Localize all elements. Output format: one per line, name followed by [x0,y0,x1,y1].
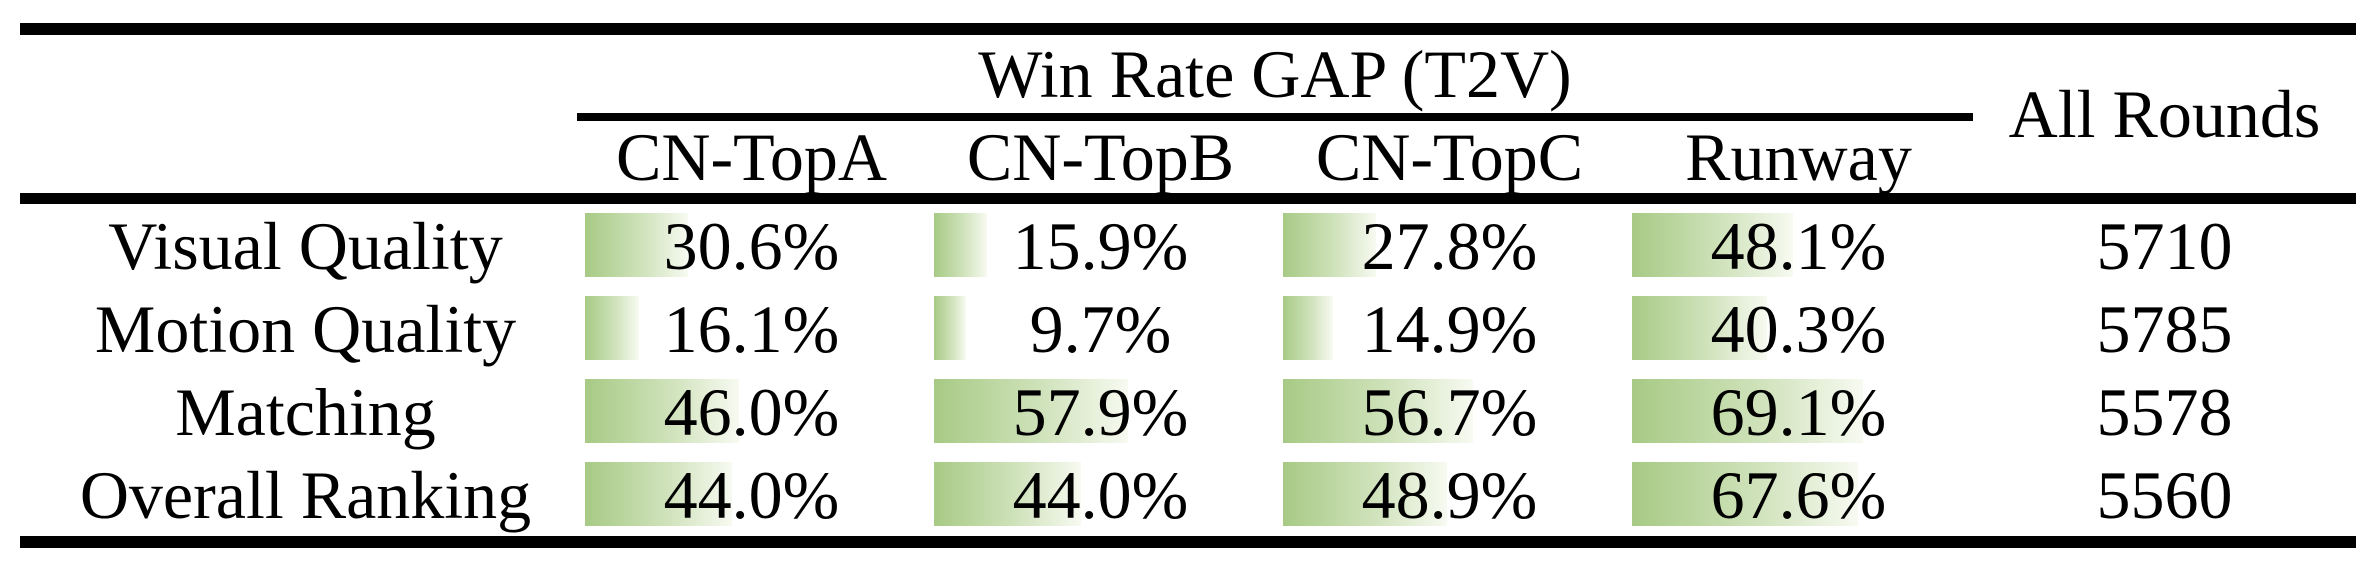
table-row: Visual Quality 30.6% 15.9% 27.8% 48.1% 5710 [20,204,2356,287]
win-rate-cell: 67.6% [1624,453,1973,536]
win-rate-cell: 14.9% [1275,287,1624,370]
table-row: Matching 46.0% 57.9% 56.7% 69.1% 5578 [20,370,2356,453]
win-rate-value: 14.9% [1361,290,1538,367]
win-rate-cell: 15.9% [926,204,1275,287]
data-bar [585,296,639,360]
column-header-runway: Runway [1685,119,1912,195]
win-rate-value: 46.0% [663,373,840,450]
all-rounds-header: All Rounds [2008,76,2321,152]
table-title: Win Rate GAP (T2V) [978,36,1572,112]
table-body: Visual Quality 30.6% 15.9% 27.8% 48.1% 5710 Mo… [20,204,2356,536]
win-rate-value: 48.1% [1710,207,1887,284]
row-label: Matching [175,373,436,450]
win-rate-cell: 30.6% [577,204,926,287]
win-rate-value: 44.0% [663,456,840,533]
win-rate-value: 15.9% [1012,207,1189,284]
all-rounds-value: 5710 [2096,207,2233,284]
column-headers: CN-TopA CN-TopB CN-TopC Runway [577,121,1973,193]
data-bar [934,213,987,277]
win-rate-value: 9.7% [1029,290,1172,367]
win-rate-cell: 44.0% [577,453,926,536]
header-group: Win Rate GAP (T2V) CN-TopA CN-TopB CN-TopC… [577,35,1973,193]
column-header-cn-topb: CN-TopB [966,119,1235,195]
win-rate-cell: 40.3% [1624,287,1973,370]
win-rate-value: 67.6% [1710,456,1887,533]
win-rate-value: 44.0% [1012,456,1189,533]
win-rate-cell: 69.1% [1624,370,1973,453]
win-rate-cell: 48.1% [1624,204,1973,287]
win-rate-cell: 16.1% [577,287,926,370]
all-rounds-value: 5785 [2096,290,2233,367]
win-rate-value: 48.9% [1361,456,1538,533]
column-header-cn-topa: CN-TopA [615,119,887,195]
all-rounds-value: 5560 [2096,456,2233,533]
data-bar [1283,296,1333,360]
column-header-cn-topc: CN-TopC [1315,119,1584,195]
row-label: Motion Quality [94,290,517,367]
table-row: Overall Ranking 44.0% 44.0% 48.9% 67.6% 5560 [20,453,2356,536]
row-label: Visual Quality [108,207,503,284]
row-label: Overall Ranking [79,456,532,533]
win-rate-value: 16.1% [663,290,840,367]
win-rate-cell: 44.0% [926,453,1275,536]
win-rate-cell: 9.7% [926,287,1275,370]
data-bar [934,296,966,360]
header-group-rule [577,113,1973,121]
win-rate-value: 57.9% [1012,373,1189,450]
header-body-rule [20,193,2356,204]
win-rate-cell: 56.7% [1275,370,1624,453]
win-rate-value: 40.3% [1710,290,1887,367]
win-rate-cell: 46.0% [577,370,926,453]
top-rule [20,23,2356,35]
table-row: Motion Quality 16.1% 9.7% 14.9% 40.3% 5785 [20,287,2356,370]
table-header: Win Rate GAP (T2V) CN-TopA CN-TopB CN-TopC… [20,35,2356,193]
win-rate-value: 56.7% [1361,373,1538,450]
header-label-spacer [20,35,577,193]
all-rounds-value: 5578 [2096,373,2233,450]
win-rate-cell: 27.8% [1275,204,1624,287]
win-rate-value: 69.1% [1710,373,1887,450]
win-rate-cell: 57.9% [926,370,1275,453]
bottom-rule [20,536,2356,548]
win-rate-value: 27.8% [1361,207,1538,284]
win-rate-value: 30.6% [663,207,840,284]
win-rate-cell: 48.9% [1275,453,1624,536]
